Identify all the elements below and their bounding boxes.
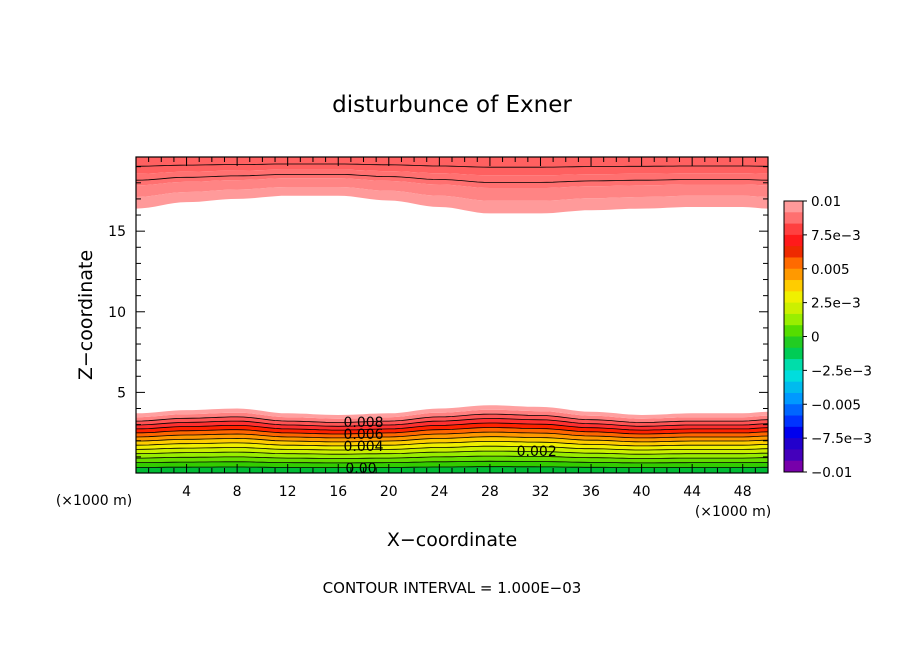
colorbar-segment — [784, 234, 803, 247]
colorbar: 0.01 7.5e−3 0.005 2.5e−3 0 −2.5e−3 −0.005 −7.5e… — [783, 194, 872, 481]
lower-contour-band — [136, 418, 768, 431]
colorbar-segment — [784, 268, 803, 281]
lower-contour-band — [136, 441, 768, 450]
colorbar-segment — [784, 426, 803, 439]
contour-interval-footer: CONTOUR INTERVAL = 1.000E−03 — [323, 579, 582, 597]
colorbar-segment — [784, 257, 803, 270]
lower-contour-band — [136, 414, 768, 427]
colorbar-segment — [784, 359, 803, 371]
colorbar-segment — [784, 212, 803, 225]
colorbar-segment — [784, 313, 803, 326]
colorbar-label: 0.005 — [811, 262, 850, 278]
upper-contour-line — [136, 163, 768, 168]
lower-contour-band — [136, 456, 768, 463]
lower-contour-band — [136, 436, 768, 446]
colorbar-segment — [784, 223, 803, 236]
colorbar-segment — [784, 291, 803, 304]
colorbar-segment — [784, 246, 803, 258]
upper-contour-band — [136, 178, 768, 201]
contour-label: 0.006 — [343, 427, 383, 443]
x-axis-label: X−coordinate — [387, 529, 517, 551]
colorbar-segment — [784, 370, 803, 383]
colorbar-label: 2.5e−3 — [811, 296, 861, 312]
colorbar-segment — [784, 347, 803, 360]
lower-contour-line — [136, 427, 768, 435]
lower-contour-line — [136, 441, 768, 447]
colorbar-label: −0.005 — [811, 397, 861, 413]
y-axis-label: Z−coordinate — [75, 250, 97, 380]
chart-title: disturbunce of Exner — [332, 92, 572, 118]
x-tick-label: 8 — [233, 484, 242, 500]
lower-contour-line — [136, 418, 768, 427]
lower-contour-band — [136, 451, 768, 459]
lower-contour-band — [136, 427, 768, 438]
lower-contour-line — [136, 455, 768, 459]
colorbar-segment — [784, 325, 803, 337]
x-tick-label: 44 — [683, 484, 701, 500]
colorbar-segment — [784, 449, 803, 462]
colorbar-segment — [784, 392, 803, 405]
x-tick-label: 4 — [182, 484, 191, 500]
colorbar-label: 7.5e−3 — [811, 228, 861, 244]
lower-contour-line — [136, 460, 768, 464]
colorbar-segment — [784, 302, 803, 315]
x-unit-left: (×1000 m) — [56, 493, 132, 509]
upper-contour-line — [136, 174, 768, 183]
lower-contour-line — [136, 422, 768, 431]
lower-contour-line — [136, 450, 768, 455]
lower-contour-band — [136, 432, 768, 442]
lower-contour-line — [136, 431, 768, 439]
x-tick-label: 32 — [532, 484, 550, 500]
colorbar-segment — [784, 201, 803, 213]
y-tick-label: 10 — [108, 305, 126, 321]
x-unit-right: (×1000 m) — [695, 504, 771, 520]
lower-contour-band — [136, 446, 768, 455]
lower-contour-line — [136, 445, 768, 451]
x-tick-label: 24 — [430, 484, 448, 500]
x-tick-label: 20 — [380, 484, 398, 500]
colorbar-segment — [784, 460, 803, 473]
x-tick-label: 16 — [329, 484, 347, 500]
x-tick-label: 28 — [481, 484, 499, 500]
x-tick-label: 40 — [633, 484, 651, 500]
lower-contour-line — [136, 466, 768, 468]
colorbar-segment — [784, 280, 803, 292]
lower-contour-line — [136, 413, 768, 423]
x-tick-label: 12 — [279, 484, 297, 500]
contour-label: 0.00 — [345, 461, 376, 477]
colorbar-label: −2.5e−3 — [811, 363, 872, 379]
colorbar-label: −7.5e−3 — [811, 431, 872, 447]
lower-contour-line — [136, 436, 768, 443]
colorbar-segment — [784, 381, 803, 394]
colorbar-label: 0.01 — [811, 194, 841, 210]
contour-label: 0.008 — [343, 415, 383, 431]
colorbar-segment — [784, 438, 803, 450]
contour-label: 0.002 — [517, 444, 557, 460]
colorbar-label: 0 — [811, 330, 820, 346]
x-tick-label: 48 — [734, 484, 752, 500]
y-tick-label: 15 — [108, 224, 126, 240]
colorbar-segment — [784, 415, 803, 428]
y-tick-label: 5 — [117, 385, 126, 401]
contour-label: 0.004 — [343, 439, 383, 455]
colorbar-segment — [784, 336, 803, 349]
colorbar-label: −0.01 — [811, 465, 852, 481]
lower-contour-band — [136, 423, 768, 434]
upper-contour-band — [136, 187, 768, 214]
lower-contour-band — [136, 405, 768, 419]
x-tick-label: 36 — [582, 484, 600, 500]
colorbar-segment — [784, 404, 803, 417]
